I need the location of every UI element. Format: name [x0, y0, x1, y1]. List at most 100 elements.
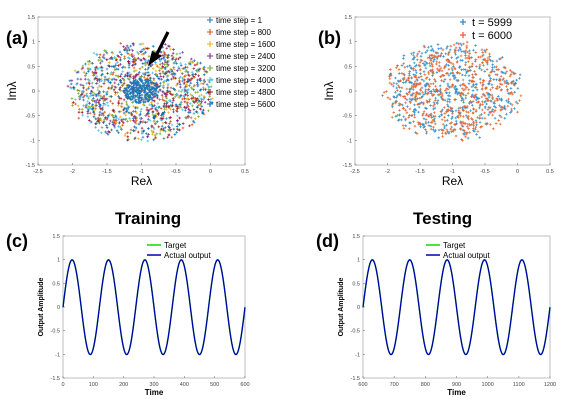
data-point: [192, 88, 196, 92]
data-point: [137, 71, 141, 74]
data-point: [155, 93, 158, 97]
data-point: [196, 61, 199, 65]
data-point: [465, 56, 469, 60]
data-point: [175, 62, 178, 65]
data-point: [195, 106, 199, 109]
data-point: [138, 100, 141, 103]
data-point: [464, 61, 468, 64]
data-point: [147, 115, 151, 118]
data-point: [173, 88, 176, 91]
data-point: [484, 97, 488, 100]
data-point: [441, 108, 444, 112]
data-point: [424, 77, 428, 80]
data-point: [77, 107, 81, 111]
data-point: [455, 56, 458, 60]
data-point: [417, 123, 421, 126]
data-point: [149, 79, 152, 82]
data-point: [161, 121, 165, 125]
data-point: [418, 68, 422, 72]
data-point: [92, 51, 96, 55]
x-tick-label: -2: [385, 169, 390, 175]
data-point: [169, 47, 172, 51]
data-point: [488, 80, 491, 83]
data-point: [88, 79, 92, 83]
data-point: [420, 59, 424, 62]
data-point: [154, 69, 158, 73]
data-point: [162, 128, 166, 132]
data-point: [485, 48, 489, 51]
data-point: [413, 75, 416, 79]
data-point: [139, 84, 143, 88]
data-point: [464, 49, 468, 53]
data-point: [82, 98, 85, 102]
data-point: [179, 61, 182, 65]
data-point: [400, 118, 403, 122]
data-point: [425, 99, 429, 103]
data-point: [404, 124, 408, 128]
data-point: [471, 118, 474, 121]
data-point: [98, 99, 101, 102]
data-point: [407, 116, 411, 119]
data-point: [439, 128, 443, 131]
legend-label: t = 5999: [472, 17, 512, 29]
data-point: [458, 66, 461, 70]
data-point: [465, 40, 469, 44]
data-point: [445, 63, 448, 66]
data-point: [445, 109, 449, 113]
data-point: [428, 64, 432, 68]
data-point: [124, 117, 128, 121]
data-point: [405, 111, 409, 115]
data-point: [195, 110, 198, 114]
data-point: [201, 86, 205, 90]
data-point: [97, 92, 100, 95]
data-point: [166, 60, 169, 64]
data-point: [152, 119, 156, 123]
data-point: [162, 63, 166, 66]
data-point: [122, 111, 126, 115]
data-point: [134, 117, 137, 120]
data-point: [464, 84, 467, 88]
data-point: [480, 48, 484, 52]
data-point: [500, 105, 504, 109]
data-point: [119, 104, 123, 108]
data-point: [474, 58, 478, 61]
data-point: [475, 123, 478, 127]
data-point: [472, 130, 476, 133]
data-point: [163, 51, 166, 55]
data-point: [508, 68, 512, 72]
data-point: [124, 94, 128, 98]
data-point: [74, 98, 77, 101]
data-point: [477, 100, 480, 104]
data-point: [499, 88, 503, 92]
data-point: [183, 97, 186, 100]
data-point: [127, 63, 131, 67]
center-cluster: [123, 77, 160, 105]
data-point: [474, 108, 478, 112]
data-point: [153, 84, 156, 87]
data-point: [86, 78, 90, 81]
data-point: [191, 61, 195, 64]
data-point: [193, 83, 197, 87]
data-point: [413, 85, 417, 88]
data-point: [432, 49, 435, 53]
data-point: [127, 66, 131, 69]
data-point: [437, 54, 440, 58]
data-point: [140, 58, 143, 62]
data-point: [478, 63, 482, 67]
data-point: [459, 84, 462, 87]
data-point: [422, 117, 426, 120]
data-point: [134, 106, 137, 110]
data-point: [190, 70, 194, 74]
data-point: [506, 104, 510, 108]
data-point: [443, 119, 447, 123]
data-point: [467, 114, 470, 118]
testing-title: Testing: [413, 209, 473, 228]
data-point: [184, 93, 187, 96]
data-point: [449, 72, 453, 75]
data-point: [183, 105, 186, 109]
data-point: [192, 108, 196, 111]
data-point: [133, 76, 137, 79]
data-point: [483, 49, 487, 52]
data-point: [105, 92, 109, 96]
data-point: [467, 54, 471, 58]
